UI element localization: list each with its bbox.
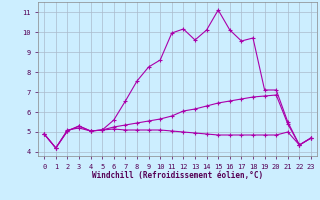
X-axis label: Windchill (Refroidissement éolien,°C): Windchill (Refroidissement éolien,°C): [92, 171, 263, 180]
